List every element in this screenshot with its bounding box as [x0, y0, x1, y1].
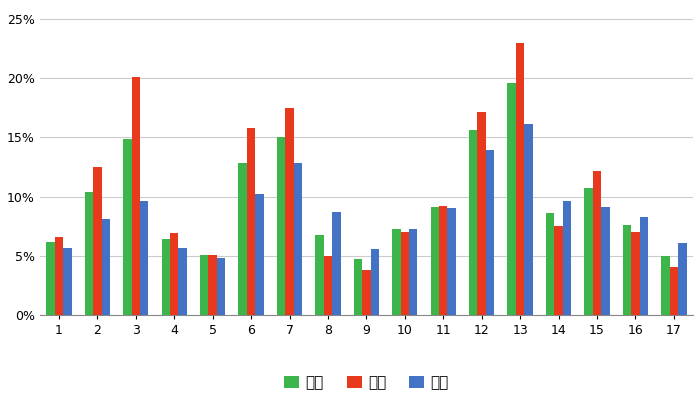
Bar	[601, 207, 610, 315]
Legend: 全体, 女性, 男性: 全体, 女性, 男性	[278, 369, 455, 394]
Bar	[584, 188, 593, 315]
Bar	[516, 43, 524, 315]
Bar	[46, 242, 55, 315]
Bar	[370, 249, 379, 315]
Bar	[623, 225, 631, 315]
Bar	[323, 256, 332, 315]
Bar	[447, 208, 456, 315]
Bar	[209, 255, 217, 315]
Bar	[354, 260, 362, 315]
Bar	[247, 128, 256, 315]
Bar	[477, 112, 486, 315]
Bar	[409, 229, 417, 315]
Bar	[162, 239, 170, 315]
Bar	[430, 207, 439, 315]
Bar	[276, 138, 286, 315]
Bar	[286, 108, 294, 315]
Bar	[55, 237, 63, 315]
Bar	[170, 233, 178, 315]
Bar	[200, 255, 209, 315]
Bar	[256, 194, 264, 315]
Bar	[332, 212, 341, 315]
Bar	[631, 232, 640, 315]
Bar	[315, 234, 323, 315]
Bar	[486, 151, 494, 315]
Bar	[217, 258, 225, 315]
Bar	[640, 217, 648, 315]
Bar	[239, 164, 247, 315]
Bar	[439, 206, 447, 315]
Bar	[294, 164, 302, 315]
Bar	[140, 201, 148, 315]
Bar	[469, 130, 477, 315]
Bar	[524, 125, 533, 315]
Bar	[670, 267, 678, 315]
Bar	[554, 226, 563, 315]
Bar	[102, 219, 110, 315]
Bar	[362, 270, 370, 315]
Bar	[678, 243, 687, 315]
Bar	[123, 139, 132, 315]
Bar	[593, 171, 601, 315]
Bar	[63, 247, 71, 315]
Bar	[546, 213, 554, 315]
Bar	[563, 201, 571, 315]
Bar	[178, 247, 187, 315]
Bar	[662, 256, 670, 315]
Bar	[400, 232, 409, 315]
Bar	[93, 167, 102, 315]
Bar	[392, 229, 400, 315]
Bar	[85, 192, 93, 315]
Bar	[508, 83, 516, 315]
Bar	[132, 77, 140, 315]
